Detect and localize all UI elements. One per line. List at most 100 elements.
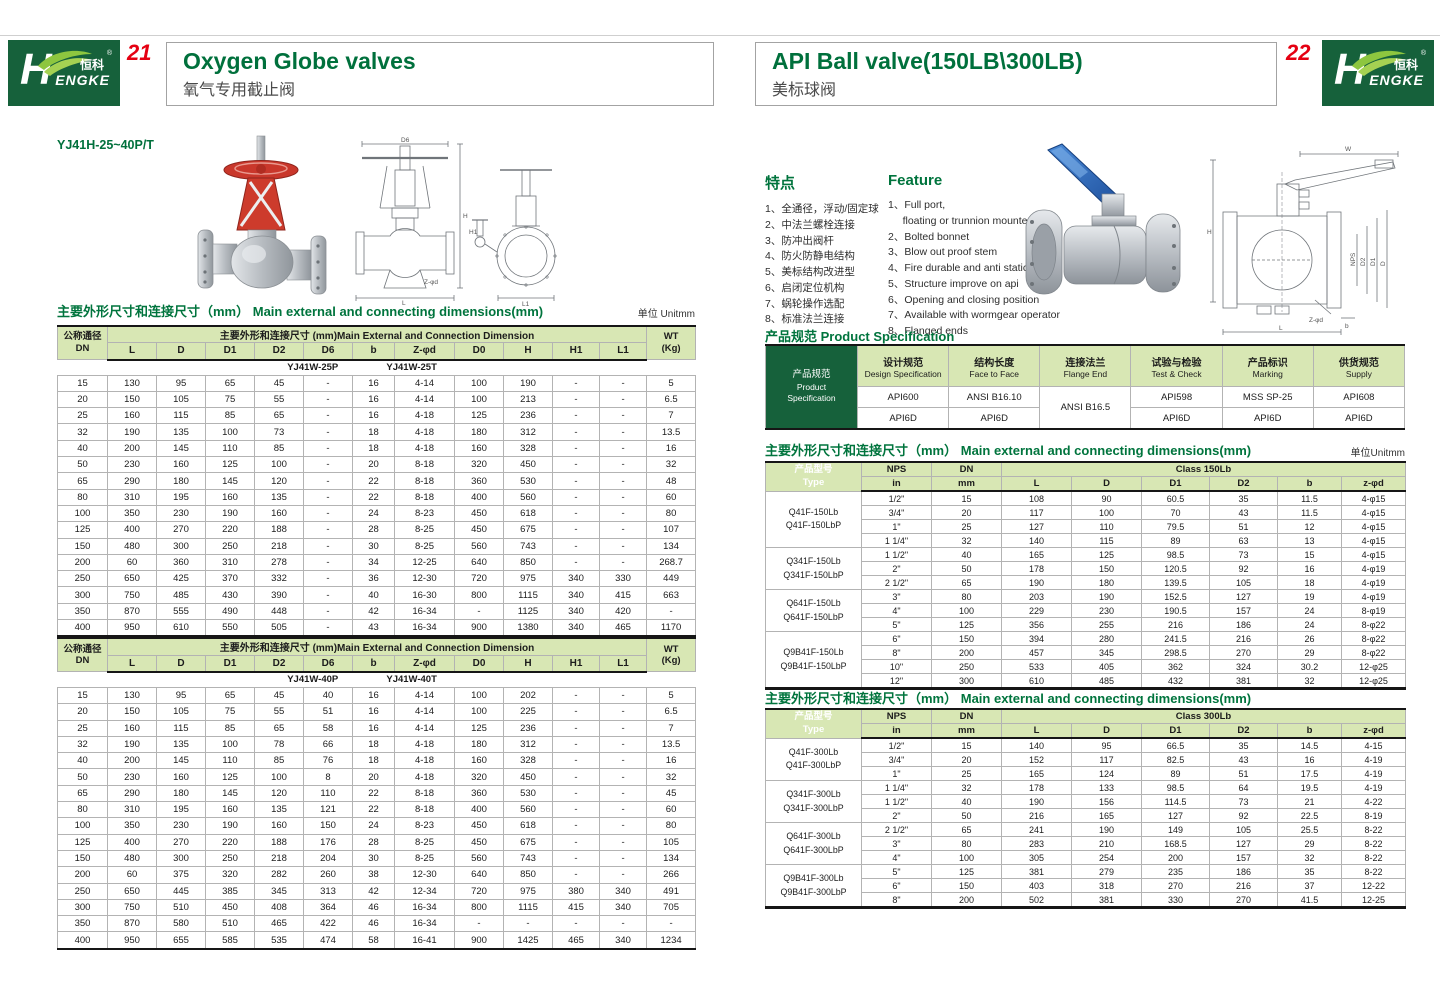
- table-cell: 260: [303, 866, 353, 884]
- svg-text:Z-φd: Z-φd: [424, 279, 438, 286]
- table-cell: 655: [156, 931, 206, 950]
- table-cell: 430: [205, 586, 255, 604]
- table-cell: 203: [1001, 589, 1072, 604]
- table-cell: 6": [861, 878, 932, 893]
- table-row: Q41F-150Lb Q41F-150LbP 1/2" 15 108 90 60.5 35 1…: [765, 490, 1407, 548]
- table-cell: 24: [352, 504, 395, 523]
- table-cell: 220: [205, 833, 255, 851]
- table-cell: 100: [57, 817, 108, 835]
- spec-value-cell: API6D: [1221, 407, 1314, 430]
- table-cell: 15: [931, 490, 1002, 506]
- table-cell: 340: [552, 619, 600, 637]
- table-cell: -: [598, 374, 648, 392]
- table-cell: -: [552, 504, 600, 523]
- table-cell: 1 1/4": [861, 780, 932, 795]
- table-cell: 250: [57, 882, 108, 900]
- table-cell: 70: [1141, 505, 1210, 520]
- table-cell: 150: [57, 849, 108, 868]
- table-cell: 95: [156, 374, 206, 392]
- table-cell: 270: [1141, 878, 1210, 893]
- table-cell: 585: [205, 931, 255, 950]
- table-cell: 8-φ22: [1340, 631, 1407, 646]
- table-cell: 300: [156, 537, 206, 555]
- table-cell: 15: [57, 374, 108, 392]
- table-cell: -: [598, 537, 648, 555]
- table-cell: 152: [1001, 752, 1072, 767]
- table-cell: 457: [1001, 645, 1072, 660]
- logo-english-name: ENGKE: [1369, 72, 1424, 88]
- table-cell: 290: [107, 472, 157, 490]
- table-cell: D2: [1209, 476, 1278, 492]
- table-cell: 360: [156, 553, 206, 572]
- table-cell: 340: [598, 931, 648, 950]
- table-cell: 350: [57, 602, 108, 621]
- table-cell: 100: [931, 603, 1002, 618]
- table-cell: 16: [352, 390, 395, 409]
- table-cell: 4": [861, 603, 932, 618]
- table-cell: 180: [454, 735, 504, 754]
- table-cell: 16: [352, 407, 395, 425]
- table-cell: 328: [503, 439, 553, 458]
- table-cell: 19: [1277, 589, 1342, 604]
- type-group-cell: Q9B41F-150Lb Q9B41F-150LbP: [765, 631, 862, 689]
- table-cell: 4-14: [394, 686, 455, 705]
- table-cell: 7: [646, 719, 697, 737]
- header-wt: WT (Kg): [646, 325, 697, 361]
- table-cell: 1425: [503, 931, 553, 950]
- table-cell: 25.5: [1277, 822, 1342, 837]
- table-cell: 20: [57, 390, 108, 409]
- table-cell: -: [303, 439, 353, 458]
- table-cell: 4-φ19: [1340, 589, 1407, 604]
- table-row: 300 750 510 450 408 364 46 16-34 800 1115 415 340 70…: [57, 898, 697, 917]
- svg-text:H1: H1: [469, 229, 478, 236]
- table-cell: 188: [254, 521, 304, 539]
- table-cell: -: [303, 586, 353, 604]
- table-cell: 135: [156, 423, 206, 441]
- table-row: 2 1/2" 65 190 180 139.5 105 18 4-φ19: [766, 575, 1407, 590]
- table-cell: 85: [205, 407, 255, 425]
- table-cell: 24: [352, 817, 395, 835]
- feature-item: 8、标准法兰连接: [765, 313, 845, 326]
- table-cell: 195: [156, 801, 206, 819]
- logo-registered-mark: ®: [106, 50, 112, 57]
- table-cell: 975: [503, 570, 553, 588]
- table-cell: 18: [352, 423, 395, 441]
- table-cell: 4-19: [1340, 752, 1407, 767]
- table-cell: 160: [454, 752, 504, 770]
- table-cell: 250: [205, 849, 255, 868]
- table-cell: 89: [1141, 533, 1210, 548]
- table-cell: 200: [107, 439, 157, 458]
- table-cell: 415: [598, 586, 648, 604]
- table-row: 20 150 105 75 55 51 16 4-14 100 225- -6.5: [57, 703, 697, 721]
- right-title-box: API Ball valve(150LB\300LB) 美标球阀: [755, 42, 1277, 106]
- table-cell: -: [598, 390, 648, 409]
- table-cell: 65: [57, 472, 108, 490]
- table-cell: 720: [454, 570, 504, 588]
- table-cell: 4-18: [394, 752, 455, 770]
- spec-value-cell: API608: [1312, 386, 1406, 408]
- table-cell: 216: [1209, 878, 1278, 893]
- table-cell: 5": [861, 864, 932, 879]
- table-row: 65 290 180 145 120 110 22 8-18 360 530- -45: [57, 784, 697, 803]
- table-cell: 1/2": [861, 737, 932, 753]
- table-cell: -: [454, 602, 504, 621]
- table-cell: 610: [1001, 673, 1072, 689]
- table-cell: 305: [1001, 850, 1072, 865]
- table-cell: 640: [454, 553, 504, 572]
- model-label: YJ41H-25~40P/T: [57, 138, 154, 152]
- table-cell: L: [1001, 723, 1072, 739]
- table-cell: 6.5: [646, 390, 697, 409]
- table-cell: 176: [303, 833, 353, 851]
- type-group-cell: Q641F-300Lb Q641F-300LbP: [765, 822, 862, 865]
- features-title-zh: 特点: [765, 175, 796, 192]
- table-cell: 134: [646, 849, 697, 868]
- table-cell: 750: [107, 898, 157, 917]
- table-row: 25 160 115 85 65 58 16 4-14 125 236- -7: [57, 719, 697, 737]
- table-cell: mm: [931, 476, 1002, 492]
- table-cell: 8-25: [394, 521, 455, 539]
- table-cell: 200: [57, 553, 108, 572]
- table-cell: 400: [57, 619, 108, 637]
- table-cell: 279: [1071, 864, 1142, 879]
- table-cell: 1170: [646, 619, 697, 637]
- table-cell: 485: [1071, 673, 1142, 689]
